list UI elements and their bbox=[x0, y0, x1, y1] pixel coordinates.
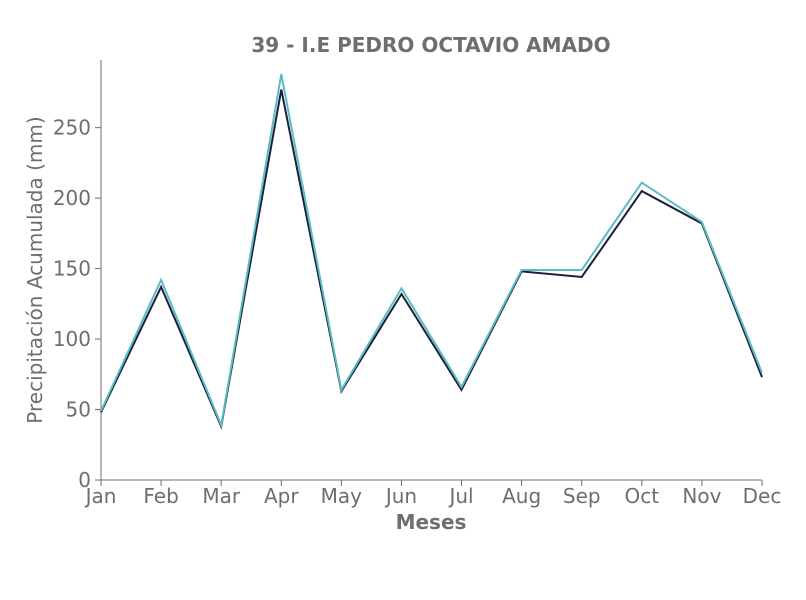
x-tick-label: Apr bbox=[264, 484, 299, 508]
y-tick-label: 250 bbox=[53, 116, 91, 140]
y-tick-label: 100 bbox=[53, 327, 91, 351]
x-tick-label: Dec bbox=[743, 484, 782, 508]
x-tick-label: Jun bbox=[384, 484, 417, 508]
chart-title: 39 - I.E PEDRO OCTAVIO AMADO bbox=[251, 33, 610, 57]
series-layer bbox=[100, 73, 763, 430]
x-tick-label: May bbox=[321, 484, 363, 508]
y-tick-label: 200 bbox=[53, 186, 91, 210]
x-tick-label: Aug bbox=[502, 484, 541, 508]
y-axis-ticks: 0 50 100 150 200 250 bbox=[53, 116, 101, 492]
x-tick-label: Mar bbox=[202, 484, 241, 508]
x-tick-label: Feb bbox=[143, 484, 178, 508]
y-tick-label: 50 bbox=[66, 398, 91, 422]
plot-area: 0 50 100 150 200 250 Jan Feb Mar Apr May Jun Jul Aug… bbox=[53, 60, 782, 508]
x-tick-label: Oct bbox=[625, 484, 660, 508]
y-tick-label: 0 bbox=[78, 468, 91, 492]
y-tick-label: 150 bbox=[53, 257, 91, 281]
x-tick-label: Nov bbox=[682, 484, 721, 508]
x-axis-ticks: Jan Feb Mar Apr May Jun Jul Aug Sep Oct Nov Dec bbox=[84, 480, 782, 508]
x-tick-label: Jan bbox=[84, 484, 117, 508]
series-line-2 bbox=[100, 73, 763, 429]
x-tick-label: Jul bbox=[447, 484, 473, 508]
x-tick-label: Sep bbox=[563, 484, 601, 508]
y-axis-label: Precipitación Acumulada (mm) bbox=[23, 116, 47, 423]
x-axis-label: Meses bbox=[396, 510, 467, 534]
